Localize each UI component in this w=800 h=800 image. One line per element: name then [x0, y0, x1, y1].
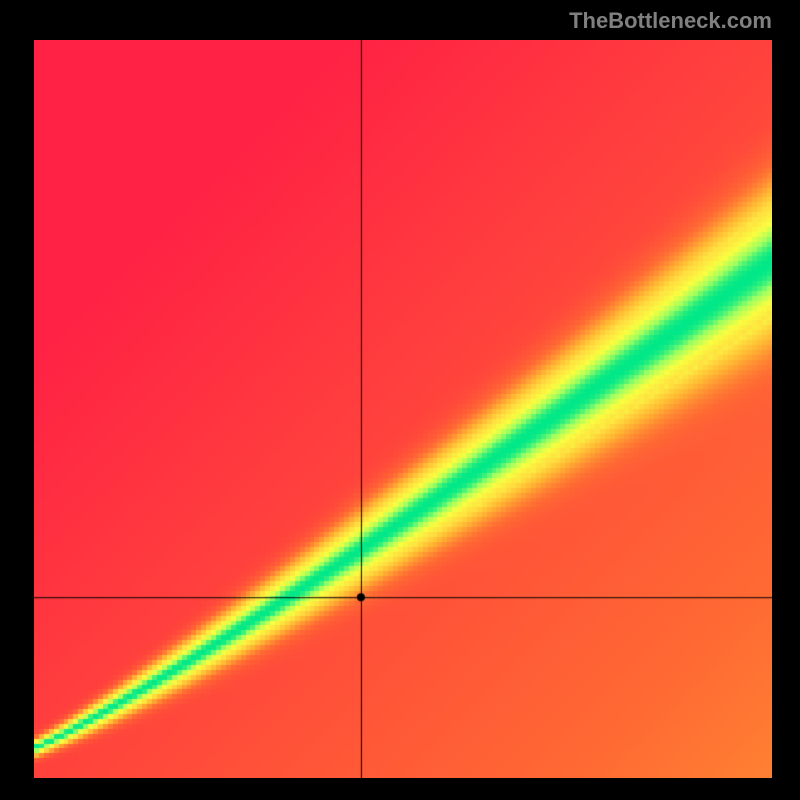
chart-container: TheBottleneck.com — [0, 0, 800, 800]
watermark-text: TheBottleneck.com — [569, 8, 772, 34]
heatmap-canvas — [34, 40, 772, 778]
